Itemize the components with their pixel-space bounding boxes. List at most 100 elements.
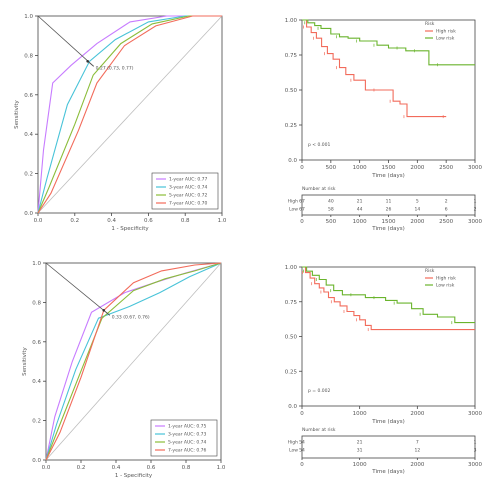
km-bottom-risk-count: 54 bbox=[299, 440, 305, 446]
roc-bottom-x-tick-label: 0.0 bbox=[42, 465, 51, 471]
km-top-risk-count: 67 bbox=[299, 199, 305, 205]
roc-top-x-tick-label: 0.8 bbox=[181, 218, 190, 224]
km-top-risk-count: 26 bbox=[386, 207, 392, 213]
roc-bottom-x-tick-label: 1.0 bbox=[217, 465, 226, 471]
roc-top-legend-label: 5-year AUC: 0.72 bbox=[169, 193, 207, 199]
roc-bottom-x-axis-label: 1 - Specificity bbox=[115, 473, 153, 479]
km-bottom-legend-title: Risk bbox=[425, 268, 435, 274]
roc-bottom-annotation-label: 0.33 (0.67, 0.76) bbox=[112, 314, 150, 320]
km-top-legend-label: High risk bbox=[436, 29, 456, 35]
km-bottom-risk-x-tick-label: 3000 bbox=[468, 462, 482, 468]
km-top-legend-title: Risk bbox=[425, 21, 435, 27]
km-bottom-risk-count: 21 bbox=[357, 440, 363, 446]
roc-bottom-roc-curve-4 bbox=[45, 262, 222, 461]
km-top-risk-row-label: Low bbox=[289, 207, 298, 213]
km-top-risk-x-tick-label: 1500 bbox=[382, 219, 396, 225]
roc-bottom-annotation-leader bbox=[45, 262, 111, 316]
roc-bottom-plot-frame bbox=[45, 262, 222, 461]
roc-bottom-legend-label: 1-year AUC: 0.75 bbox=[168, 424, 206, 430]
roc-top-roc-curve-3 bbox=[37, 15, 222, 214]
km-bottom-x-axis-label: Time (days) bbox=[371, 419, 404, 425]
km-top-x-axis-label: Time (days) bbox=[371, 173, 404, 179]
km-top-km-curve-2 bbox=[302, 19, 475, 66]
km-top-risk-x-tick-label: 2500 bbox=[439, 219, 453, 225]
roc-bottom-x-tick-label: 0.4 bbox=[112, 465, 121, 471]
km-top-x-tick-label: 1000 bbox=[353, 165, 367, 171]
roc-bottom-roc-curve-2 bbox=[45, 262, 222, 461]
km-bottom-risk-count: 1 bbox=[474, 440, 477, 446]
km-top-x-tick-label: 0 bbox=[300, 165, 304, 171]
km-bottom-risk-count: 12 bbox=[414, 448, 420, 454]
km-top-risk-x-tick-label: 500 bbox=[326, 219, 337, 225]
roc-top-x-tick-label: 0.6 bbox=[144, 218, 153, 224]
km-bottom-y-tick-label: 1.00 bbox=[285, 265, 298, 271]
km-top-risk-count: 1 bbox=[474, 199, 477, 205]
roc-top-y-tick-label: 0.2 bbox=[24, 172, 33, 178]
roc-bottom-y-tick-label: 0.0 bbox=[32, 458, 41, 464]
km-bottom-y-tick-label: 0.75 bbox=[285, 300, 298, 306]
km-top-y-tick-label: 0.50 bbox=[285, 88, 298, 94]
km-bottom-risk-count: 31 bbox=[357, 448, 363, 454]
km-top-risk-row-label: High bbox=[288, 199, 298, 205]
roc-bottom-x-tick-label: 0.2 bbox=[77, 465, 86, 471]
km-bottom-risk-table-frame bbox=[301, 435, 476, 459]
roc-bottom-annotation-leader bbox=[103, 309, 111, 316]
km-top-risk-x-axis-label: Time (days) bbox=[371, 226, 404, 232]
roc-bottom-roc-curve-3 bbox=[45, 262, 222, 461]
roc-top-roc-curve-1 bbox=[37, 15, 222, 214]
roc-bottom-legend-label: 5-year AUC: 0.74 bbox=[168, 440, 206, 446]
km-top-legend-label: Low risk bbox=[436, 36, 455, 42]
km-top-x-tick-label: 1500 bbox=[382, 165, 396, 171]
km-top-risk-count: 11 bbox=[386, 199, 392, 205]
roc-bottom-legend-label: 3-year AUC: 0.73 bbox=[168, 432, 206, 438]
roc-bottom-cutoff-point bbox=[102, 308, 106, 312]
roc-bottom-reference-diagonal bbox=[45, 262, 222, 461]
roc-top-y-tick-label: 0.0 bbox=[24, 211, 33, 217]
km-top-risk-x-tick-label: 3000 bbox=[468, 219, 482, 225]
km-bottom-risk-x-tick-label: 2000 bbox=[410, 462, 424, 468]
km-bottom-risk-x-axis-label: Time (days) bbox=[371, 469, 404, 475]
roc-top-legend-label: 3-year AUC: 0.74 bbox=[169, 185, 207, 191]
km-top-risk-table-title: Number at risk bbox=[302, 186, 336, 192]
roc-top-y-tick-label: 0.6 bbox=[24, 93, 33, 99]
roc-bottom-x-tick-label: 0.8 bbox=[182, 465, 191, 471]
km-top-x-tick-label: 3000 bbox=[468, 165, 482, 171]
km-bottom-risk-count: 3 bbox=[474, 448, 477, 454]
km-top-risk-count: 5 bbox=[416, 199, 419, 205]
km-bottom-risk-x-tick-label: 1000 bbox=[353, 462, 367, 468]
roc-bottom-y-axis-label: Sensitivity bbox=[22, 346, 28, 375]
km-top-risk-count: 2 bbox=[445, 199, 448, 205]
roc-bottom-legend-label: 7-year AUC: 0.76 bbox=[168, 448, 206, 454]
km-bottom-km-curve-2 bbox=[302, 266, 475, 324]
roc-bottom-x-tick-label: 0.6 bbox=[147, 465, 156, 471]
roc-top-y-tick-label: 1.0 bbox=[24, 14, 33, 20]
roc-top-x-tick-label: 0.4 bbox=[107, 218, 116, 224]
roc-top-roc-curve-4 bbox=[37, 15, 222, 214]
km-top-risk-count: 6 bbox=[445, 207, 448, 213]
roc-bottom-y-tick-label: 0.4 bbox=[32, 379, 41, 385]
roc-top-x-tick-label: 0.2 bbox=[70, 218, 79, 224]
km-top-risk-x-tick-label: 0 bbox=[300, 219, 304, 225]
roc-top-y-axis-label: Sensitivity bbox=[14, 99, 20, 128]
km-top-km-curve-1 bbox=[302, 19, 447, 118]
km-bottom-risk-row-label: Low bbox=[289, 448, 298, 454]
km-bottom-legend-label: Low risk bbox=[436, 283, 455, 289]
km-top-risk-count: 21 bbox=[357, 199, 363, 205]
roc-top-y-tick-label: 0.4 bbox=[24, 132, 33, 138]
km-top-p-value: p < 0.001 bbox=[308, 142, 331, 148]
km-top-risk-count: 40 bbox=[328, 199, 334, 205]
km-top-y-tick-label: 0.75 bbox=[285, 53, 298, 59]
roc-top-x-tick-label: 0.0 bbox=[34, 218, 43, 224]
roc-top-x-tick-label: 1.0 bbox=[218, 218, 227, 224]
km-top-y-tick-label: 1.00 bbox=[285, 18, 298, 24]
km-bottom-y-tick-label: 0.0 bbox=[288, 404, 297, 410]
km-bottom-km-curve-1 bbox=[302, 266, 475, 331]
km-top-risk-x-tick-label: 1000 bbox=[353, 219, 367, 225]
km-top-risk-count: 67 bbox=[299, 207, 305, 213]
roc-top-annotation-label: 0.27 (0.73, 0.77) bbox=[96, 65, 134, 71]
km-top-y-tick-label: 0.0 bbox=[288, 158, 297, 164]
roc-top-reference-diagonal bbox=[37, 15, 223, 214]
roc-top-y-tick-label: 0.8 bbox=[24, 53, 33, 59]
roc-top-annotation-leader bbox=[87, 61, 94, 67]
